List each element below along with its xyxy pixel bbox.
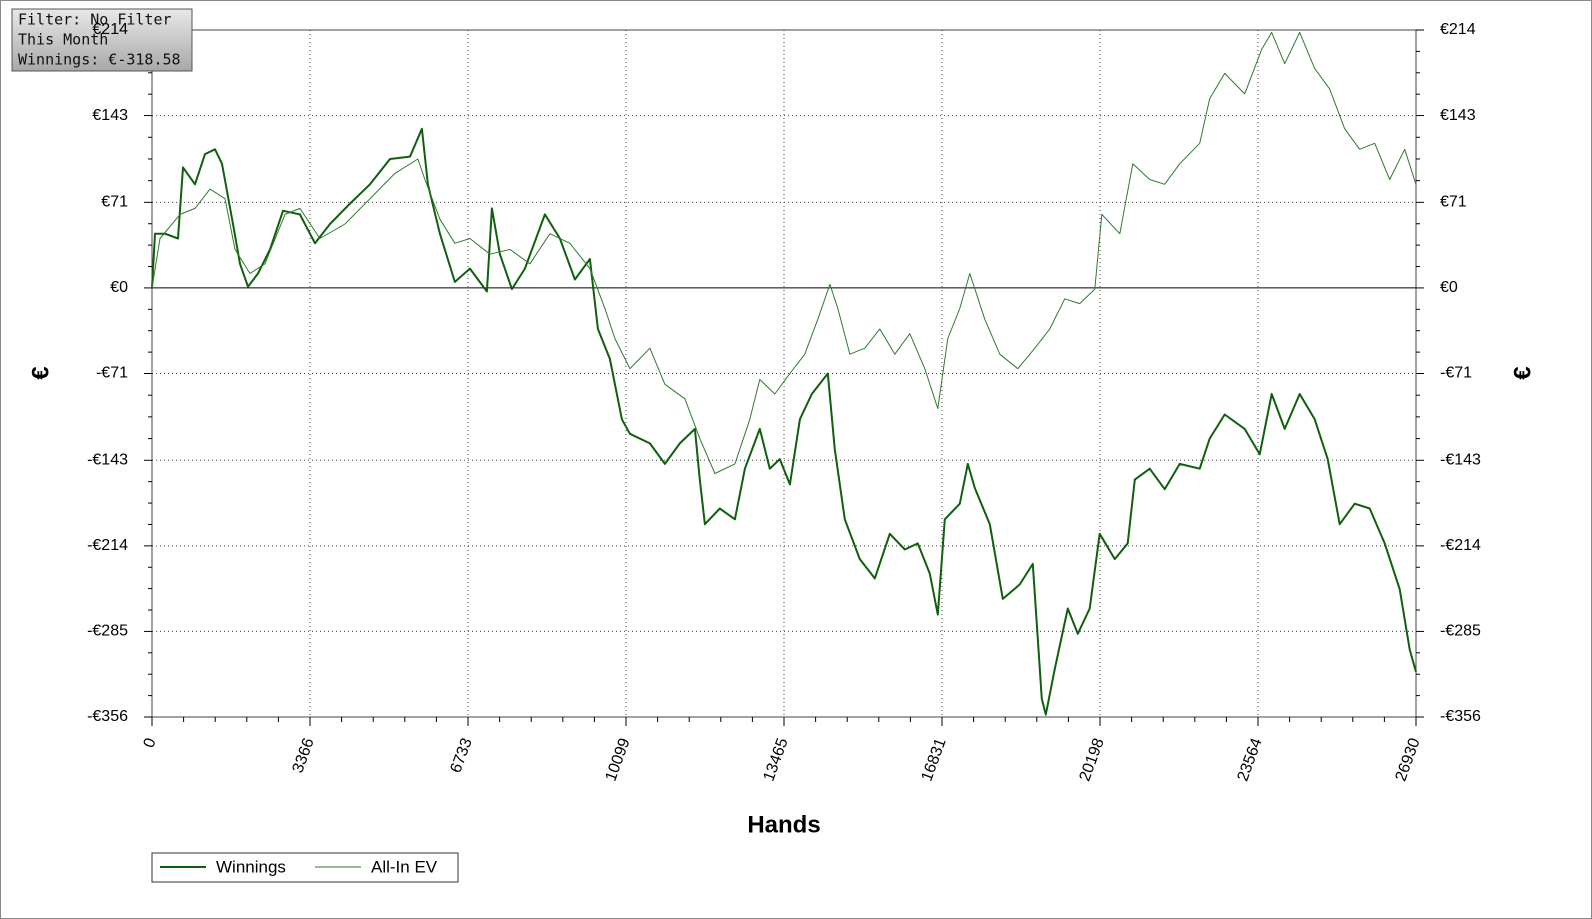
y2-tick-label: -€285 [1440,623,1481,640]
y2-axis-title: € [1509,366,1536,379]
y-axis-title: € [27,366,54,379]
y-tick-label: €214 [92,21,128,38]
y-tick-label: -€356 [87,708,128,725]
y-tick-label: €143 [92,107,128,124]
y2-tick-label: €214 [1440,21,1476,38]
y2-tick-label: -€214 [1440,537,1481,554]
plot-area [144,29,1424,726]
y2-tick-label: -€356 [1440,708,1481,725]
y-tick-label: -€214 [87,537,128,554]
y-tick-label: -€71 [96,365,128,382]
legend-label: All-In EV [371,857,438,876]
series-line [151,31,1417,474]
filter-text: This Month [18,31,108,49]
y-tick-label: €0 [110,279,128,296]
y2-tick-label: €0 [1440,279,1458,296]
y2-tick-label: -€143 [1440,451,1481,468]
legend-label: Winnings [216,857,286,876]
x-axis-title: Hands [747,811,820,838]
filter-box [11,8,193,72]
y2-tick-label: -€71 [1440,365,1472,382]
y-tick-label: -€143 [87,451,128,468]
y2-tick-label: €143 [1440,107,1476,124]
y2-tick-label: €71 [1440,194,1467,211]
filter-text: Filter: No Filter [18,11,172,29]
y-tick-label: €71 [101,194,128,211]
filter-text: Winnings: €-318.58 [18,51,181,69]
y-tick-label: -€285 [87,623,128,640]
series-line [151,127,1417,716]
